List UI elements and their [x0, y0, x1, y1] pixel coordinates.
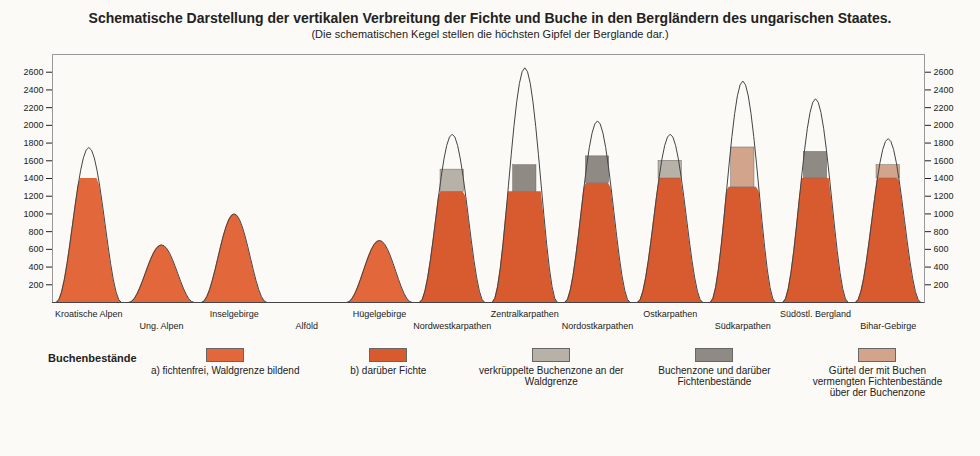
svg-text:1400: 1400 [934, 173, 954, 183]
svg-text:Bihar-Gebirge: Bihar-Gebirge [860, 321, 916, 331]
svg-text:Südöstl. Bergland: Südöstl. Bergland [780, 309, 851, 319]
svg-text:Hügelgebirge: Hügelgebirge [353, 309, 407, 319]
html-text:a) fichtenfrei, Waldgrenze bil: a) fichtenfrei, Waldgrenze bildend [150, 365, 300, 376]
html-text:Buchenbestände: Buchenbestände [48, 352, 137, 364]
svg-text:Kroatische Alpen: Kroatische Alpen [55, 309, 123, 319]
svg-text:1600: 1600 [934, 156, 954, 166]
svg-text:2600: 2600 [934, 67, 954, 77]
html-text:(Die schematischen Kegel stell: (Die schematischen Kegel stellen die höc… [311, 28, 669, 40]
svg-text:1800: 1800 [934, 138, 954, 148]
svg-text:2600: 2600 [23, 67, 43, 77]
svg-text:1000: 1000 [934, 209, 954, 219]
svg-text:1200: 1200 [934, 191, 954, 201]
svg-text:2400: 2400 [23, 85, 43, 95]
svg-text:800: 800 [28, 227, 43, 237]
svg-text:Nordostkarpathen: Nordostkarpathen [562, 321, 634, 331]
svg-text:800: 800 [934, 227, 949, 237]
svg-text:200: 200 [28, 280, 43, 290]
svg-text:2200: 2200 [934, 103, 954, 113]
svg-text:Ostkarpathen: Ostkarpathen [643, 309, 697, 319]
svg-text:1200: 1200 [23, 191, 43, 201]
svg-text:2000: 2000 [23, 120, 43, 130]
svg-text:Zentralkarpathen: Zentralkarpathen [491, 309, 559, 319]
svg-text:1600: 1600 [23, 156, 43, 166]
svg-text:400: 400 [934, 262, 949, 272]
html-text:b) darüber Fichte: b) darüber Fichte [350, 365, 427, 376]
html-text:verkrüppelte Buchenzone an der: verkrüppelte Buchenzone an der Waldgrenz… [479, 365, 624, 387]
svg-text:600: 600 [28, 244, 43, 254]
html-text:Buchenzone und darüber Fichten: Buchenzone und darüber Fichtenbestände [658, 365, 771, 387]
html-text:Schematische Darstellung der v: Schematische Darstellung der vertikalen … [88, 10, 892, 26]
svg-text:2200: 2200 [23, 103, 43, 113]
svg-text:Nordwestkarpathen: Nordwestkarpathen [413, 321, 491, 331]
svg-text:400: 400 [28, 262, 43, 272]
svg-text:2000: 2000 [934, 120, 954, 130]
svg-text:1000: 1000 [23, 209, 43, 219]
svg-text:200: 200 [934, 280, 949, 290]
svg-text:Südkarpathen: Südkarpathen [715, 321, 771, 331]
svg-text:Alföld: Alföld [296, 321, 319, 331]
svg-text:Ung. Alpen: Ung. Alpen [139, 321, 183, 331]
svg-text:1800: 1800 [23, 138, 43, 148]
svg-text:600: 600 [934, 244, 949, 254]
svg-text:1400: 1400 [23, 173, 43, 183]
svg-text:Inselgebirge: Inselgebirge [210, 309, 259, 319]
svg-text:2400: 2400 [934, 85, 954, 95]
html-text:Gürtel der mit Buchen vermengt: Gürtel der mit Buchen vermengten Fichten… [812, 365, 943, 398]
